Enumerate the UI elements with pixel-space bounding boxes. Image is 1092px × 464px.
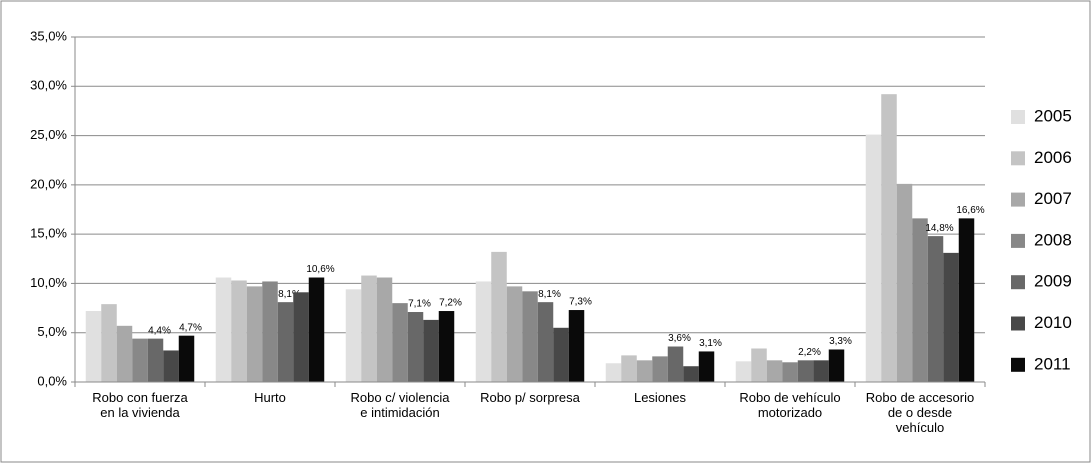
bar <box>475 281 492 382</box>
bar <box>277 302 294 382</box>
bar <box>943 252 959 382</box>
legend-swatch <box>1011 110 1025 124</box>
y-tick-label: 30,0% <box>30 78 67 93</box>
bar <box>116 325 133 382</box>
y-tick-label: 10,0% <box>30 275 67 290</box>
bar <box>376 277 393 382</box>
bar <box>896 183 913 382</box>
bar <box>553 327 569 382</box>
value-label: 4,4% <box>148 325 171 336</box>
legend-swatch <box>1011 316 1025 331</box>
bar <box>828 349 845 382</box>
value-label: 3,1% <box>699 338 722 349</box>
bar <box>698 351 715 382</box>
bar <box>537 302 554 382</box>
legend-label: 2005 <box>1034 106 1072 125</box>
bar <box>163 350 179 382</box>
bar <box>308 277 325 382</box>
y-tick-label: 5,0% <box>37 324 67 339</box>
bar <box>407 312 424 382</box>
value-label: 8,1% <box>538 289 561 300</box>
legend-swatch <box>1011 151 1025 166</box>
bar <box>605 363 622 382</box>
legend-label: 2010 <box>1034 313 1072 332</box>
bar <box>345 289 362 382</box>
bar <box>231 280 247 382</box>
bar <box>797 360 814 382</box>
bar <box>751 348 767 382</box>
bar <box>735 361 752 382</box>
bar <box>667 346 684 382</box>
value-label: 7,3% <box>569 297 592 308</box>
value-label: 3,6% <box>668 333 691 344</box>
bar <box>262 281 278 382</box>
bar <box>423 319 439 382</box>
value-label: 7,1% <box>408 299 431 310</box>
bar <box>215 277 232 382</box>
x-tick-label: Lesiones <box>633 390 687 405</box>
bar <box>147 338 164 382</box>
legend-label: 2007 <box>1034 189 1072 208</box>
bar <box>652 356 668 382</box>
bar <box>246 286 263 382</box>
legend-label: 2008 <box>1034 230 1072 249</box>
bar <box>683 366 699 382</box>
legend-swatch <box>1011 357 1025 372</box>
bar <box>132 338 148 382</box>
value-label: 10,6% <box>306 264 334 275</box>
x-tick-label: Robo de accesorio de o desde vehículo <box>865 390 975 435</box>
legend-label: 2011 <box>1034 354 1071 373</box>
bar <box>865 134 882 382</box>
bar <box>506 286 523 382</box>
bar <box>912 218 928 382</box>
x-tick-label: Robo p/ sorpresa <box>480 390 580 405</box>
x-tick-label: Robo c/ violencia e intimidación <box>350 390 450 420</box>
value-label: 4,7% <box>179 322 202 333</box>
bar <box>85 311 102 382</box>
value-label: 8,1% <box>278 289 301 300</box>
bar <box>101 304 117 382</box>
value-label: 2,2% <box>798 347 821 358</box>
y-tick-label: 35,0% <box>30 28 67 43</box>
legend-label: 2009 <box>1034 272 1072 291</box>
bar <box>392 303 408 382</box>
bar <box>958 218 975 382</box>
bar <box>522 291 538 382</box>
x-tick-label: Hurto <box>254 390 286 405</box>
bar <box>813 360 829 382</box>
bar <box>178 335 195 382</box>
bar <box>568 310 585 382</box>
bar <box>438 311 455 382</box>
legend-swatch <box>1011 275 1025 290</box>
y-tick-label: 15,0% <box>30 226 67 241</box>
x-tick-label: Robo de vehículo motorizado <box>739 390 841 420</box>
bar <box>782 362 798 382</box>
bar <box>766 360 783 382</box>
legend-label: 2006 <box>1034 148 1072 167</box>
bar <box>361 275 377 382</box>
y-tick-label: 0,0% <box>37 373 67 388</box>
value-label: 16,6% <box>956 205 984 216</box>
x-tick-label: Robo con fuerza en la vivienda <box>92 390 188 420</box>
value-label: 14,8% <box>925 223 953 234</box>
bar <box>293 292 309 382</box>
value-label: 7,2% <box>439 298 462 309</box>
value-label: 3,3% <box>829 336 852 347</box>
y-tick-label: 20,0% <box>30 176 67 191</box>
bar <box>491 251 507 382</box>
y-tick-label: 25,0% <box>30 127 67 142</box>
bar <box>621 355 637 382</box>
bar <box>927 236 944 382</box>
bar <box>881 94 897 383</box>
bar <box>636 360 653 382</box>
legend-swatch <box>1011 192 1025 207</box>
legend-swatch <box>1011 233 1025 248</box>
